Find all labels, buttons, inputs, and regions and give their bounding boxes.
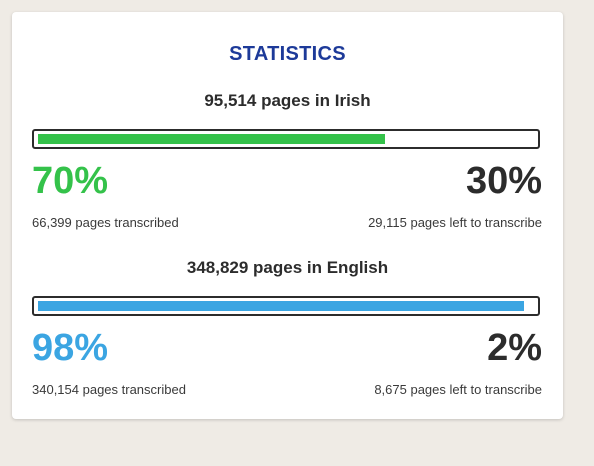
pages-left-english: 8,675 pages left to transcribe xyxy=(374,382,542,397)
percent-transcribed-irish: 70% xyxy=(32,160,109,202)
section-heading-irish: 95,514 pages in Irish xyxy=(204,91,371,110)
progress-fill-irish xyxy=(38,134,386,144)
pages-transcribed-english: 340,154 pages transcribed xyxy=(32,382,186,397)
percent-left-english: 2% xyxy=(487,327,542,369)
progress-fill-english xyxy=(38,301,525,311)
percent-transcribed-english: 98% xyxy=(32,327,109,369)
progress-bar-english xyxy=(32,296,540,316)
percent-left-irish: 30% xyxy=(465,160,542,202)
section-heading-english: 348,829 pages in English xyxy=(186,258,389,277)
pages-left-irish: 29,115 pages left to transcribe xyxy=(368,215,542,230)
statistics-title: STATISTICS xyxy=(229,43,346,65)
progress-bar-irish xyxy=(32,129,540,149)
statistics-card: STATISTICS 95,514 pages in Irish 70% 30%… xyxy=(12,12,563,419)
pages-transcribed-irish: 66,399 pages transcribed xyxy=(32,215,179,230)
